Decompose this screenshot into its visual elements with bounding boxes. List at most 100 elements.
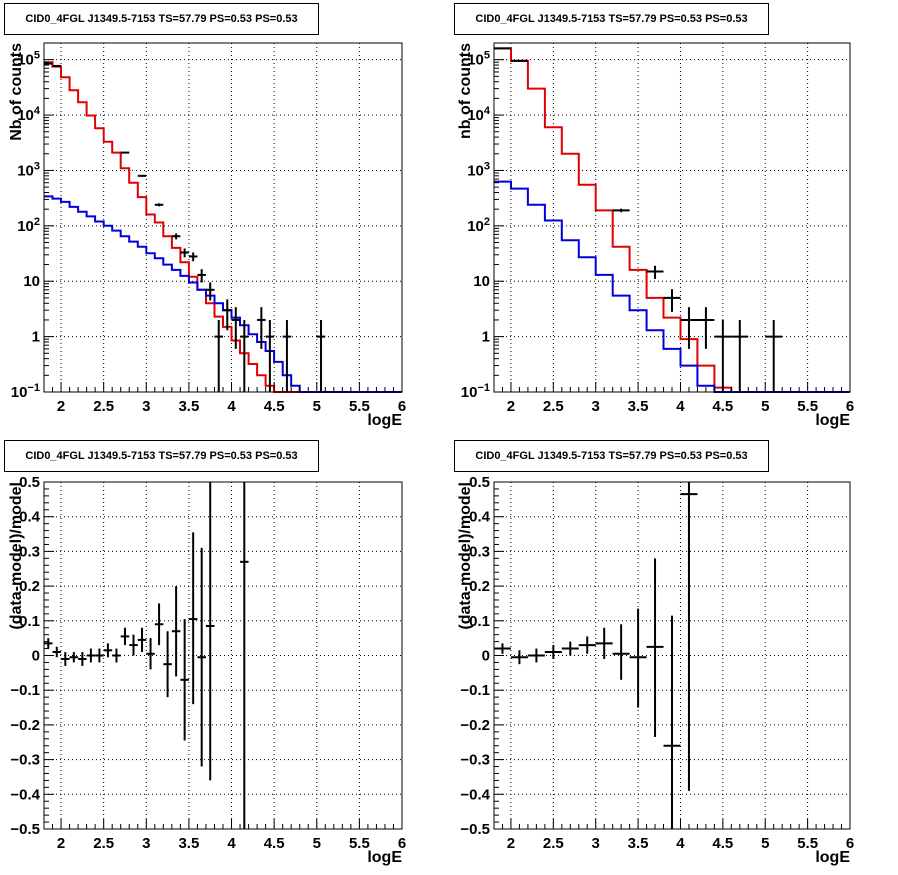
y-ticks [494,481,504,830]
y-tick-label: 0.2 [469,578,490,595]
x-axis-label: logE [815,849,850,866]
data-point [714,319,732,392]
x-tick-label: 6 [398,835,406,852]
data-point [129,634,138,656]
x-tick-label: 2.5 [543,835,564,852]
y-tick-label: 10−1 [461,382,490,401]
y-tick-label: 0.1 [19,613,40,630]
x-tick-label: 5 [313,398,321,415]
x-tick-label: 2.5 [93,835,114,852]
y-tick-label: 0.4 [19,509,41,526]
x-axis-label: logE [815,412,850,429]
data-point [188,532,198,705]
y-tick-label: 10 [473,273,490,290]
y-tick-label: 1 [482,329,490,346]
y-tick-label: 105 [467,50,490,69]
x-tick-label: 3.5 [628,835,649,852]
data-point [510,650,528,665]
y-ticks [44,481,54,830]
x-tick-label: 5.5 [797,398,818,415]
data-point [646,558,664,738]
data-point [137,627,147,653]
x-tick-label: 4.5 [712,398,733,415]
x-tick-label: 6 [398,398,406,415]
data-point [61,652,70,666]
x-tick-label: 4.5 [712,835,733,852]
data-point [680,307,698,349]
y-tick-label: 0.3 [469,543,490,560]
x-tick-label: 5.5 [797,835,818,852]
x-tick-label: 2.5 [93,398,114,415]
x-ticks [493,382,851,392]
chart-svg: 2 2.5 3 3.5 4 4.5 5 5.5 6 10−1 1 10 102 103 104 105 logE… [8,42,406,429]
y-tick-label: 102 [467,216,490,235]
x-tick-label: 3 [142,398,150,415]
x-ticks [43,382,403,392]
y-tick-label: −0.5 [10,821,40,838]
data-point [188,252,198,262]
y-tick-label: −0.2 [10,717,40,734]
y-axis-label: Nb of counts [8,43,25,141]
y-tick-label: 0 [482,648,490,665]
data-point [103,643,113,658]
data-point [663,289,681,312]
data-point [112,648,121,663]
chart-svg: 2 2.5 3 3.5 4 4.5 5 5.5 6 −0.5 −0.4 −0.3 −0.2 −0.1 0 0.… [8,474,406,866]
y-tick-label: 104 [467,105,491,124]
y-tick-label: 10 [23,273,40,290]
data-point [282,319,292,392]
data-point [154,603,164,646]
x-tick-label: 3.5 [178,398,199,415]
data-point [765,319,783,392]
chart-title: CID0_4FGL J1349.5-7153 TS=57.79 PS=0.53 … [4,3,319,35]
y-tick-label: 103 [467,160,490,179]
data-point [231,307,241,349]
x-ticks [43,819,403,829]
data-point [612,208,630,213]
y-tick-label: −0.1 [10,682,40,699]
x-tick-label: 3.5 [628,398,649,415]
x-tick-label: 4 [227,398,236,415]
data-point [578,636,596,654]
y-tick-label: −0.4 [10,786,40,803]
x-tick-label: 3 [592,835,600,852]
y-tick-label: 0.4 [469,509,491,526]
x-tick-label: 3.5 [178,835,199,852]
data-point [120,151,130,154]
x-tick-label: 2 [507,835,515,852]
x-axis-label: logE [367,849,402,866]
data-points [494,47,783,392]
y-tick-label: 103 [17,160,40,179]
data-point [52,646,62,658]
x-tick-label: 4 [676,835,685,852]
chart-title: CID0_4FGL J1349.5-7153 TS=57.79 PS=0.53 … [454,3,769,35]
x-tick-label: 5 [761,835,769,852]
y-tick-label: −0.1 [460,682,490,699]
x-ticks [493,819,851,829]
data-point [120,627,130,646]
y-axis-label: (data-model)/model [8,482,25,630]
data-point [240,482,249,829]
data-point [663,615,681,829]
x-tick-label: 3 [592,398,600,415]
data-point [214,319,223,392]
y-tick-label: 1 [32,329,40,346]
chart-svg: 2 2.5 3 3.5 4 4.5 5 5.5 6 −0.5 −0.4 −0.3 −0.2 −0.1 0 0.… [457,474,854,866]
y-ticks [44,42,54,393]
data-point [171,233,181,240]
data-point [69,652,79,663]
data-point [544,645,562,659]
data-point [316,319,326,392]
data-point [680,482,698,791]
data-point [561,641,579,656]
data-point [171,586,181,677]
data-point [197,547,206,767]
x-tick-label: 2 [507,398,515,415]
y-tick-label: 102 [17,216,40,235]
data-points [44,62,326,392]
data-point [646,265,664,279]
data-point [265,319,275,392]
data-point [180,248,189,258]
x-tick-label: 2 [57,835,65,852]
data-point [78,652,87,666]
